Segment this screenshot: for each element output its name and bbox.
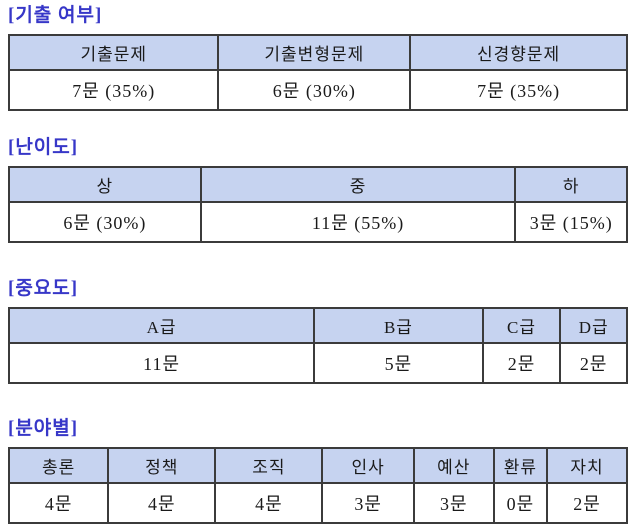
table-value-cell: 6문 (30%)	[8, 201, 202, 243]
table-header-row: 기출문제 기출변형문제 신경향문제	[7, 34, 628, 71]
table-value-cell: 11문 (55%)	[199, 201, 517, 243]
table-value-cell: 4문	[214, 482, 324, 524]
table-header-cell: 기출문제	[7, 34, 220, 71]
section-by-field: [분야별] 총론 정책 조직 인사 예산 환류 자치 4문 4문 4문 3문 3…	[7, 418, 630, 524]
table-value-cell: 4문	[107, 482, 217, 524]
table-header-cell: 중	[199, 166, 517, 203]
section-title: [난이도]	[8, 137, 79, 158]
table-header-cell: 자치	[546, 447, 628, 484]
table-value-cell: 2문	[481, 342, 562, 384]
table-value-row: 4문 4문 4문 3문 3문 0문 2문	[7, 482, 628, 524]
section-title: [기출 여부]	[8, 5, 103, 26]
table-value-cell: 3문 (15%)	[514, 201, 628, 243]
table-header-row: 상 중 하	[8, 166, 628, 203]
table-value-cell: 11문	[7, 342, 316, 384]
by-field-table: 총론 정책 조직 인사 예산 환류 자치 4문 4문 4문 3문 3문 0문 2…	[7, 447, 628, 524]
table-header-cell: D급	[559, 307, 628, 344]
table-value-cell: 2문	[559, 342, 628, 384]
table-value-row: 6문 (30%) 11문 (55%) 3문 (15%)	[8, 201, 628, 243]
table-value-cell: 2문	[546, 482, 628, 524]
table-value-cell: 7문 (35%)	[7, 69, 220, 111]
table-header-cell: 상	[8, 166, 202, 203]
exam-origin-table: 기출문제 기출변형문제 신경향문제 7문 (35%) 6문 (30%) 7문 (…	[7, 34, 628, 111]
table-header-row: A급 B급 C급 D급	[7, 307, 628, 344]
table-header-cell: 하	[514, 166, 628, 203]
table-header-cell: 정책	[107, 447, 217, 484]
table-value-cell: 0문	[492, 482, 549, 524]
section-exam-origin: [기출 여부] 기출문제 기출변형문제 신경향문제 7문 (35%) 6문 (3…	[7, 5, 630, 111]
table-value-cell: 5문	[313, 342, 484, 384]
table-value-cell: 7문 (35%)	[409, 69, 628, 111]
table-header-cell: 총론	[7, 447, 110, 484]
table-header-cell: 기출변형문제	[217, 34, 412, 71]
importance-table: A급 B급 C급 D급 11문 5문 2문 2문	[7, 307, 628, 384]
table-header-cell: 신경향문제	[409, 34, 628, 71]
table-header-cell: B급	[313, 307, 484, 344]
table-value-cell: 3문	[412, 482, 495, 524]
section-difficulty: [난이도] 상 중 하 6문 (30%) 11문 (55%) 3문 (15%)	[8, 137, 630, 243]
table-header-cell: 조직	[214, 447, 324, 484]
table-header-cell: 인사	[321, 447, 415, 484]
table-value-cell: 4문	[7, 482, 110, 524]
table-value-row: 7문 (35%) 6문 (30%) 7문 (35%)	[7, 69, 628, 111]
table-value-cell: 3문	[321, 482, 415, 524]
section-title: [분야별]	[8, 418, 79, 439]
table-value-row: 11문 5문 2문 2문	[7, 342, 628, 384]
table-header-cell: A급	[7, 307, 316, 344]
difficulty-table: 상 중 하 6문 (30%) 11문 (55%) 3문 (15%)	[8, 166, 628, 243]
table-header-cell: 환류	[492, 447, 549, 484]
table-header-cell: 예산	[412, 447, 495, 484]
table-value-cell: 6문 (30%)	[217, 69, 412, 111]
section-importance: [중요도] A급 B급 C급 D급 11문 5문 2문 2문	[7, 278, 630, 384]
table-header-row: 총론 정책 조직 인사 예산 환류 자치	[7, 447, 628, 484]
table-header-cell: C급	[481, 307, 562, 344]
section-title: [중요도]	[8, 278, 79, 299]
